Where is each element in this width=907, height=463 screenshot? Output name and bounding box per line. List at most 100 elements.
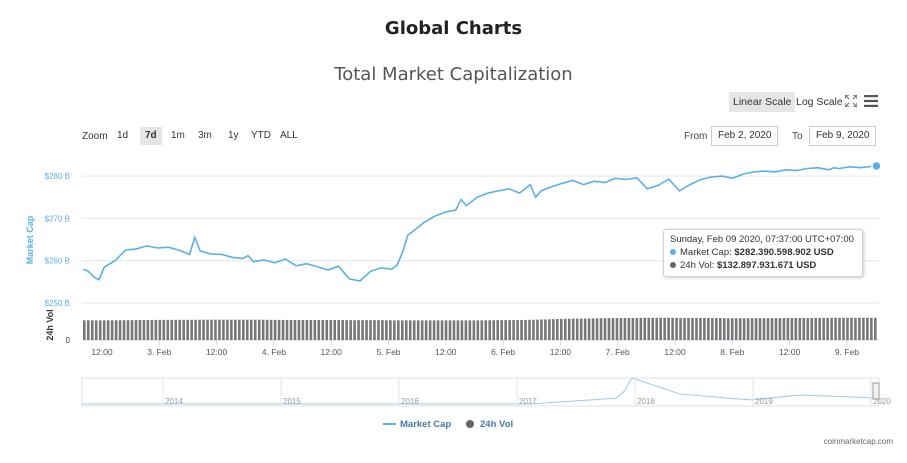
- volume-bar: [496, 320, 499, 340]
- volume-bar: [512, 320, 515, 340]
- volume-bar: [563, 318, 567, 340]
- volume-bar: [504, 320, 507, 340]
- y-axis-label-market-cap: Market Cap: [25, 215, 35, 264]
- volume-bar: [460, 320, 464, 340]
- legend-market-cap-label: Market Cap: [400, 419, 451, 430]
- volume-bar: [412, 320, 416, 340]
- volume-bar: [635, 317, 639, 340]
- y-tick-label: $270 B: [45, 214, 70, 223]
- volume-bar: [540, 319, 543, 340]
- volume-bar: [472, 320, 476, 340]
- volume-bar: [476, 320, 480, 340]
- volume-bar: [385, 320, 388, 340]
- volume-bar: [361, 320, 364, 340]
- volume-bar: [448, 320, 452, 340]
- volume-bar: [854, 317, 857, 340]
- tooltip-market-cap-label: Market Cap:: [680, 247, 732, 258]
- volume-bar: [484, 320, 488, 340]
- volume-bar: [198, 319, 201, 340]
- volume-bar: [647, 317, 651, 340]
- x-tick-label: 12:00: [321, 347, 343, 357]
- zoom-button-3m[interactable]: 3m: [198, 130, 212, 141]
- volume-bar: [94, 320, 98, 340]
- volume-bar: [774, 318, 778, 340]
- volume-bar: [615, 318, 619, 340]
- tooltip-date: Sunday, Feb 09 2020, 07:37:00 UTC+07:00: [670, 234, 854, 245]
- volume-bar: [329, 320, 333, 340]
- volume-bar: [571, 318, 575, 340]
- volume-bar: [722, 318, 726, 340]
- zoom-button-7d[interactable]: 7d: [140, 127, 162, 145]
- log-scale-button[interactable]: Log Scale: [796, 96, 843, 108]
- volume-bar: [238, 319, 241, 340]
- zoom-button-1m[interactable]: 1m: [171, 130, 185, 141]
- to-date-input[interactable]: Feb 9, 2020: [809, 126, 877, 146]
- menu-icon[interactable]: [864, 95, 878, 107]
- from-date-input[interactable]: Feb 2, 2020: [711, 126, 779, 146]
- x-tick-label: 4. Feb: [262, 347, 286, 357]
- market-cap-series-line: [82, 165, 877, 282]
- volume-bars: [83, 317, 877, 340]
- volume-bar: [321, 320, 325, 340]
- volume-bar: [746, 318, 750, 340]
- volume-bar: [556, 319, 559, 340]
- volume-bar: [138, 320, 142, 340]
- volume-bar: [464, 320, 468, 340]
- zoom-button-1d[interactable]: 1d: [117, 130, 129, 141]
- volume-bar: [341, 320, 344, 340]
- volume-bar: [492, 320, 496, 340]
- volume-bar: [468, 320, 472, 340]
- volume-bar: [293, 320, 297, 340]
- volume-bar: [106, 320, 110, 340]
- page-title: Global Charts: [384, 18, 523, 39]
- volume-bar: [480, 320, 484, 340]
- credit-link[interactable]: coinmarketcap.com: [823, 437, 893, 446]
- volume-bar: [798, 318, 802, 340]
- navigator-year-label: 2019: [755, 397, 773, 406]
- volume-bar: [234, 319, 237, 340]
- volume-bar: [122, 320, 126, 340]
- volume-bar: [687, 318, 690, 340]
- volume-bar: [595, 318, 599, 340]
- navigator-handle-icon: [872, 382, 880, 400]
- volume-bar: [778, 318, 782, 340]
- volume-bar: [667, 317, 670, 340]
- zoom-button-all[interactable]: ALL: [280, 130, 298, 141]
- volume-bar: [226, 319, 229, 340]
- volume-bar: [870, 317, 873, 340]
- volume-bar: [305, 320, 309, 340]
- volume-bar: [726, 318, 730, 340]
- zoom-button-ytd[interactable]: YTD: [251, 130, 271, 141]
- volume-bar: [679, 317, 682, 340]
- volume-bar: [623, 318, 627, 340]
- linear-scale-button[interactable]: Linear Scale: [729, 92, 796, 112]
- navigator-year-label: 2018: [637, 397, 655, 406]
- volume-bar: [134, 320, 138, 340]
- volume-bar: [428, 320, 432, 340]
- volume-bar: [98, 320, 102, 340]
- volume-bar: [520, 319, 523, 340]
- volume-bar: [357, 320, 360, 340]
- volume-bar: [806, 318, 810, 340]
- volume-bar: [707, 318, 710, 340]
- volume-bar: [548, 319, 551, 340]
- volume-bar: [715, 318, 718, 340]
- volume-bar: [210, 319, 213, 340]
- volume-bar: [818, 317, 821, 340]
- volume-bar: [317, 320, 321, 340]
- volume-bar: [146, 319, 150, 340]
- volume-bar: [90, 320, 94, 340]
- volume-bar: [373, 320, 376, 340]
- x-axis-ticks: 12:00 3. Feb 12:00 4. Feb 12:00 5. Feb 12:00 6.…: [91, 340, 859, 357]
- volume-bar: [222, 319, 225, 340]
- zoom-button-1y[interactable]: 1y: [228, 130, 239, 141]
- volume-bar: [528, 319, 531, 340]
- x-tick-label: 5. Feb: [376, 347, 400, 357]
- market-cap-line: [82, 160, 882, 282]
- fullscreen-icon[interactable]: [845, 95, 857, 107]
- volume-bar: [277, 319, 281, 340]
- volume-bar: [416, 320, 420, 340]
- volume-bar: [166, 319, 170, 340]
- y-tick-label: $280 B: [45, 172, 70, 181]
